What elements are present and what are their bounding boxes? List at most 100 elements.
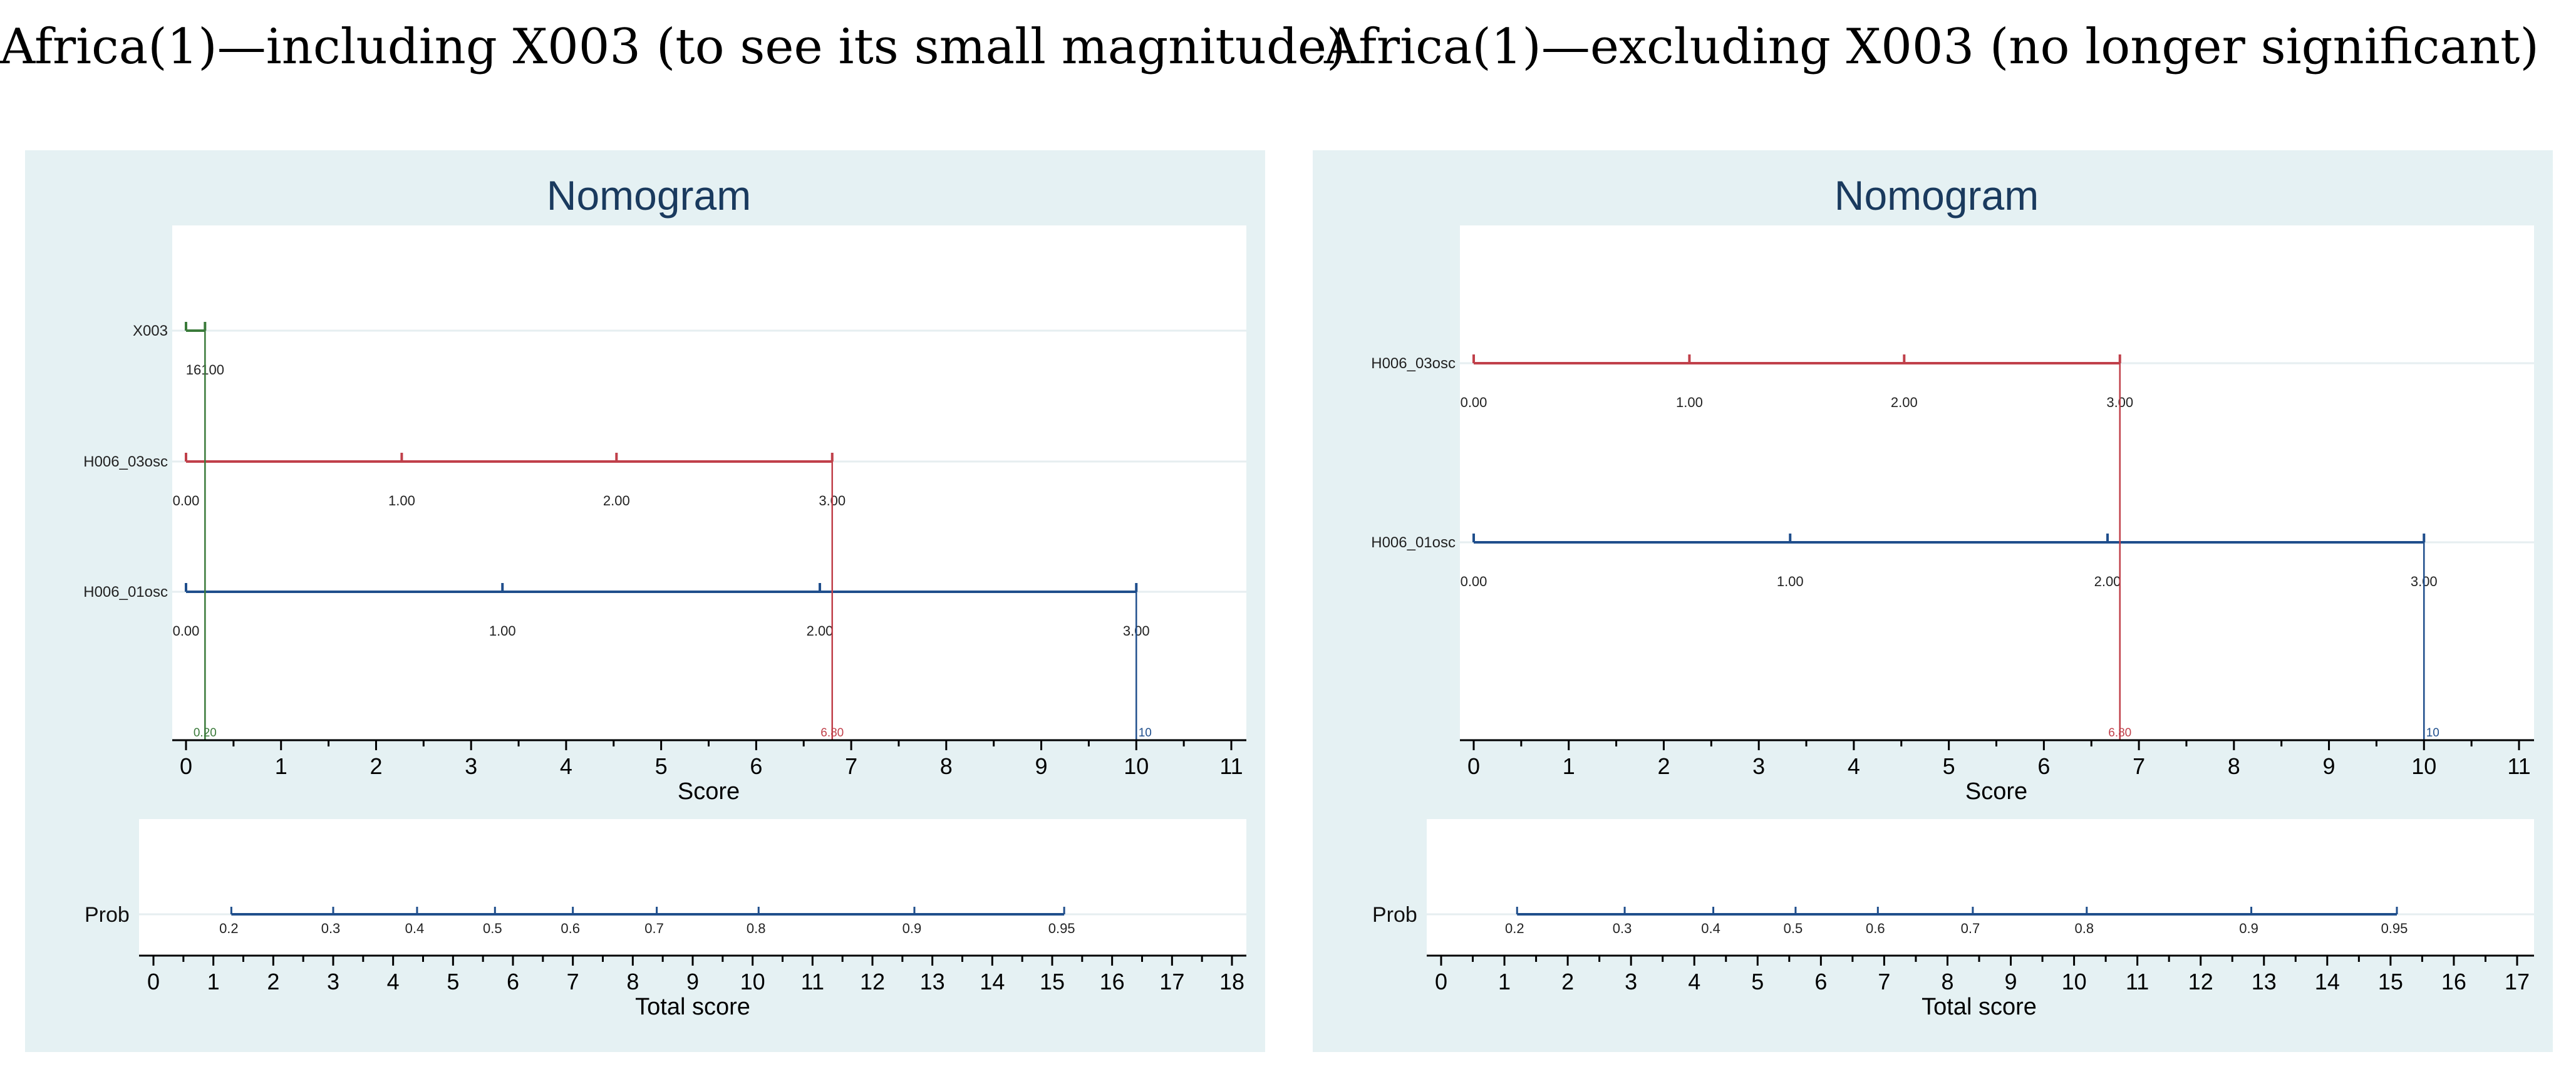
score-tick-label: 10 [1124,753,1149,779]
variable-tick-label: 2.00 [603,493,630,508]
variable-label: X003 [133,323,168,339]
score-tick-label: 1 [275,753,287,779]
total-tick-label: 17 [1159,969,1184,994]
variable-label: H006_01osc [1371,534,1456,551]
prob-tick-label: 0.4 [1701,921,1720,936]
score-tick-label: 0 [1467,753,1480,779]
prob-label: Prob [1372,903,1417,927]
prob-tick-label: 0.6 [561,921,580,936]
reference-value-label: 6.80 [820,726,844,740]
variable-tick-label: 0.00 [1461,574,1487,589]
score-tick-label: 11 [2507,753,2530,779]
reference-value-label: 10 [2426,726,2439,740]
total-tick-label: 4 [1688,969,1700,994]
variable-label: H006_01osc [83,584,168,601]
prob-label: Prob [85,903,130,927]
prob-tick-label: 0.7 [1961,921,1980,936]
total-tick-label: 7 [1878,969,1890,994]
prob-tick-label: 0.9 [2239,921,2258,936]
variable-tick-label: 1.00 [489,623,516,639]
total-tick-label: 6 [507,969,519,994]
figure-left: Africa(1)—including X003 (to see its sma… [0,19,1346,1052]
prob-tick-label: 0.7 [644,921,664,936]
score-tick-label: 5 [1943,753,1955,779]
total-tick-label: 9 [686,969,699,994]
score-axis-title: Score [678,778,740,805]
variable-tick-label: 1.00 [1777,574,1804,589]
total-tick-label: 14 [980,969,1005,994]
total-tick-label: 2 [267,969,279,994]
probability-plot-area [1427,819,2534,955]
total-tick-label: 0 [147,969,160,994]
prob-tick-label: 0.8 [2075,921,2094,936]
probability-plot-area [139,819,1246,955]
total-tick-label: 9 [2005,969,2017,994]
variable-tick-label: 0.00 [1461,395,1487,410]
total-tick-label: 16 [1100,969,1125,994]
total-tick-label: 12 [860,969,885,994]
prob-tick-label: 0.5 [1784,921,1803,936]
prob-tick-label: 0.6 [1866,921,1885,936]
score-tick-label: 10 [2411,753,2436,779]
score-tick-label: 11 [1219,753,1243,779]
score-tick-label: 9 [1035,753,1048,779]
score-tick-label: 9 [2323,753,2335,779]
score-tick-label: 1 [1563,753,1575,779]
figure-caption: Africa(1)—excluding X003 (no longer sign… [1324,19,2539,75]
figure-caption: Africa(1)—including X003 (to see its sma… [0,19,1346,75]
variable-tick-label: 2.00 [2094,574,2121,589]
total-tick-label: 4 [387,969,400,994]
total-tick-label: 3 [327,969,339,994]
score-tick-label: 7 [845,753,857,779]
total-axis-title: Total score [1922,994,2037,1020]
score-tick-label: 2 [1657,753,1670,779]
total-tick-label: 8 [1941,969,1953,994]
variable-tick-label: 2.00 [1891,395,1918,410]
reference-value-label: 10 [1139,726,1152,740]
total-tick-label: 1 [1498,969,1511,994]
prob-tick-label: 0.3 [321,921,341,936]
total-tick-label: 13 [2252,969,2277,994]
prob-tick-label: 0.4 [405,921,425,936]
prob-tick-label: 0.5 [483,921,502,936]
total-tick-label: 18 [1219,969,1244,994]
plot-area [1460,225,2534,739]
score-tick-label: 0 [180,753,192,779]
score-tick-label: 3 [465,753,477,779]
variable-label: H006_03osc [1371,355,1456,372]
score-tick-label: 7 [2133,753,2145,779]
prob-tick-label: 0.9 [903,921,922,936]
variable-tick-label: 0.00 [173,493,200,508]
prob-tick-label: 0.8 [747,921,766,936]
total-tick-label: 15 [1040,969,1065,994]
variable-label: H006_03osc [83,453,168,470]
total-tick-label: 3 [1625,969,1637,994]
total-tick-label: 11 [801,969,824,994]
total-tick-label: 8 [626,969,639,994]
total-tick-label: 17 [2505,969,2530,994]
total-tick-label: 6 [1814,969,1827,994]
total-tick-label: 12 [2188,969,2213,994]
variable-tick-label: 0.00 [173,623,200,639]
total-tick-label: 7 [567,969,579,994]
prob-tick-label: 0.3 [1613,921,1632,936]
prob-tick-label: 0.2 [1505,921,1524,936]
total-tick-label: 1 [207,969,220,994]
variable-tick-label: 1.00 [1676,395,1703,410]
plot-title: Nomogram [547,172,751,219]
score-axis-title: Score [1965,778,2027,805]
total-tick-label: 2 [1561,969,1574,994]
score-tick-label: 4 [1848,753,1860,779]
score-tick-label: 6 [750,753,762,779]
total-tick-label: 10 [2062,969,2087,994]
total-tick-label: 14 [2315,969,2340,994]
total-axis-title: Total score [635,994,750,1020]
total-tick-label: 11 [2126,969,2149,994]
score-tick-label: 8 [2228,753,2240,779]
prob-tick-label: 0.2 [219,921,239,936]
total-tick-label: 0 [1435,969,1447,994]
prob-tick-label: 0.95 [2381,921,2408,936]
score-tick-label: 6 [2037,753,2050,779]
